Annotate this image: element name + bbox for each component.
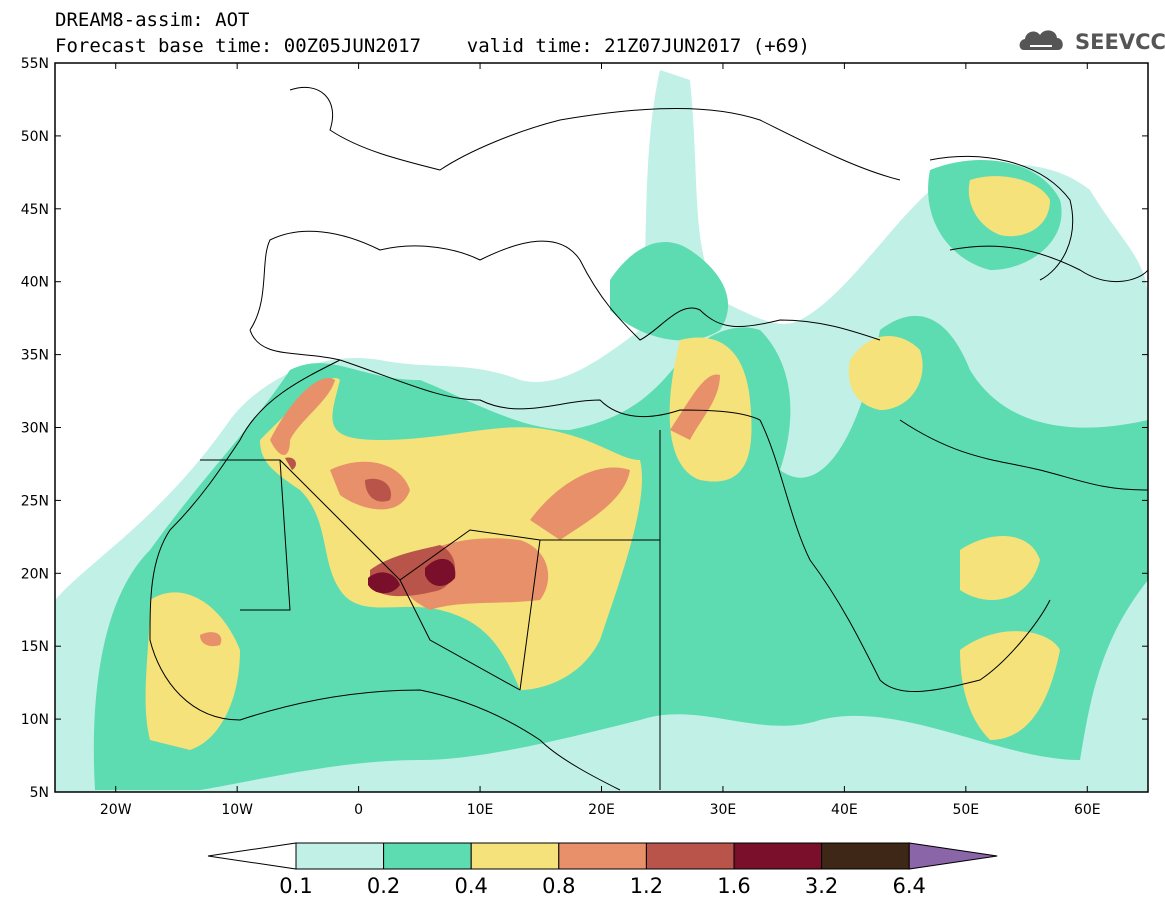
lon-tick-label: 20W: [100, 802, 132, 818]
chart-subtitle: Forecast base time: 00Z05JUN2017 valid t…: [55, 35, 810, 57]
lat-tick-label: 20N: [21, 566, 49, 582]
lat-tick-label: 25N: [21, 493, 49, 509]
lon-tick-label: 10W: [221, 802, 253, 818]
lat-tick-label: 5N: [30, 785, 49, 801]
lat-tick-label: 35N: [21, 348, 49, 364]
colorbar-swatch: [295, 842, 385, 870]
colorbar-swatch: [383, 842, 472, 870]
colorbar-label: 0.4: [454, 874, 487, 898]
lat-tick-label: 40N: [21, 275, 49, 291]
lon-tick-label: 20E: [588, 802, 615, 818]
lat-tick-label: 50N: [21, 129, 49, 145]
lat-tick-label: 15N: [21, 639, 49, 655]
colorbar-label: 6.4: [892, 874, 925, 898]
colorbar-label: 1.6: [717, 874, 750, 898]
logo-text: SEEVCCC: [1075, 30, 1165, 54]
lat-tick-label: 45N: [21, 202, 49, 218]
colorbar-lower-extend: [207, 842, 297, 870]
colorbar-swatch: [558, 842, 647, 870]
colorbar-label: 0.1: [279, 874, 312, 898]
coastlines: [149, 86, 1148, 791]
lon-tick-label: 0: [354, 802, 363, 818]
colorbar-upper-extend: [908, 842, 998, 870]
colorbar: 0.1 0.2 0.4 0.8 1.2 1.6 3.2 6.4: [207, 842, 998, 898]
lat-tick-label: 30N: [21, 421, 49, 437]
lat-ticks: 55N 50N 45N 40N 35N 30N 25N 20N 15N 10N 5N: [21, 56, 1148, 801]
lat-tick-label: 55N: [21, 56, 49, 72]
lon-tick-label: 40E: [831, 802, 858, 818]
colorbar-label: 0.8: [542, 874, 575, 898]
aot-field: [55, 70, 1148, 792]
lat-tick-label: 10N: [21, 712, 49, 728]
cloud-icon: [1019, 30, 1063, 50]
colorbar-swatch: [470, 842, 560, 870]
lon-tick-label: 60E: [1074, 802, 1101, 818]
chart-title: DREAM8-assim: AOT: [55, 9, 250, 31]
lon-tick-label: 10E: [467, 802, 494, 818]
colorbar-swatch: [821, 842, 910, 870]
colorbar-label: 3.2: [805, 874, 838, 898]
lon-ticks: 20W 10W 0 10E 20E 30E 40E 50E 60E: [100, 63, 1101, 818]
colorbar-label: 1.2: [630, 874, 663, 898]
lon-tick-label: 30E: [710, 802, 737, 818]
colorbar-label: 0.2: [367, 874, 400, 898]
lon-tick-label: 50E: [952, 802, 979, 818]
colorbar-swatch: [645, 842, 735, 870]
colorbar-swatch: [733, 842, 823, 870]
